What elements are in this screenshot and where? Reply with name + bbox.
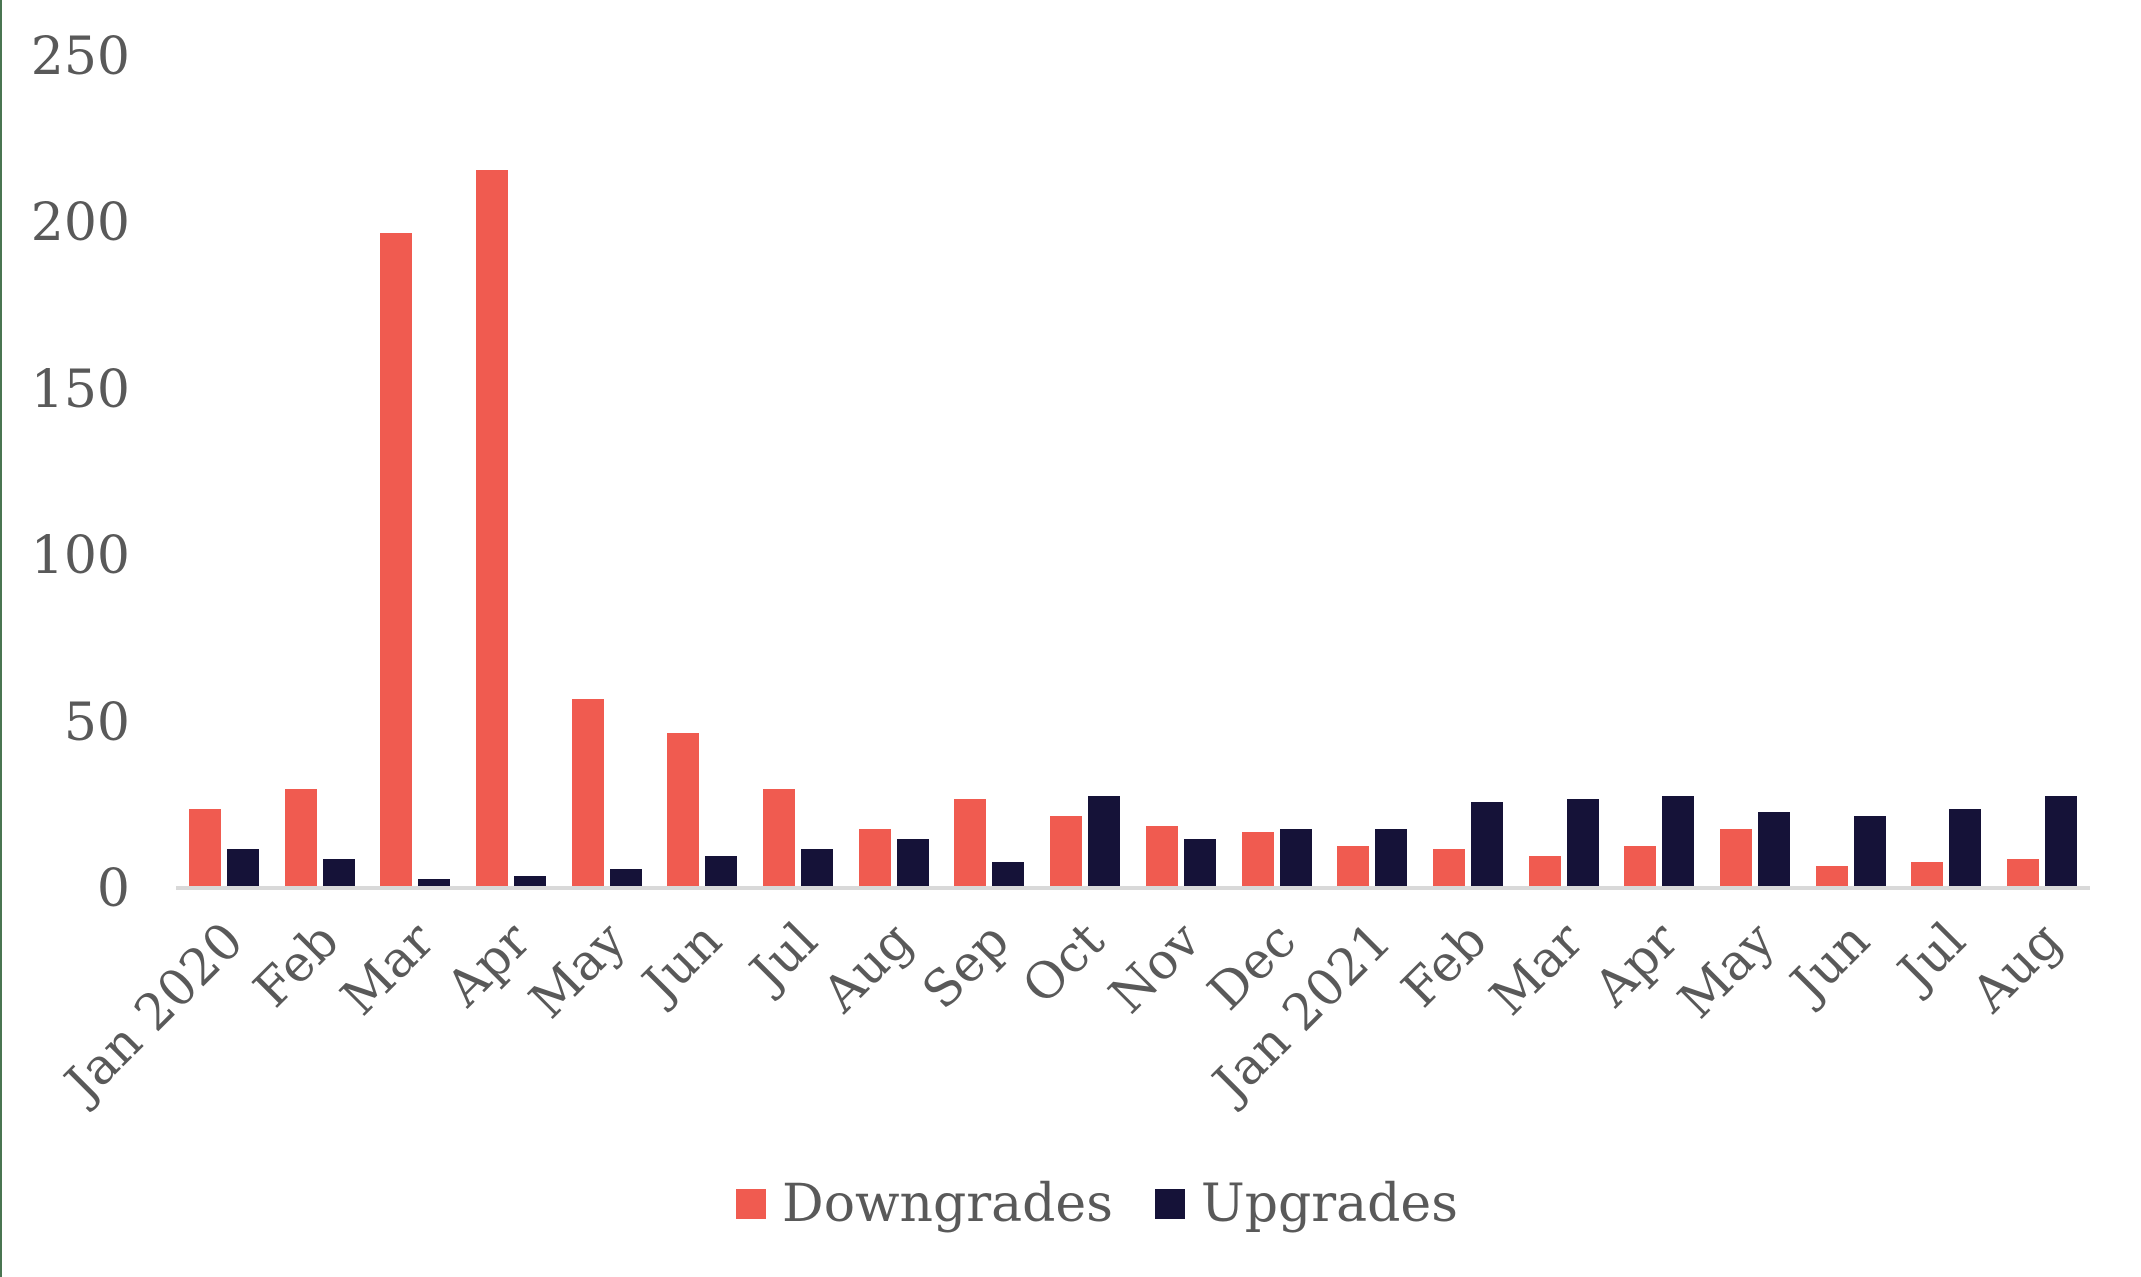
bar-upgrades-feb [323, 859, 355, 889]
x-axis-line [176, 886, 2090, 890]
x-tick-label: Aug [1960, 911, 2073, 1024]
bar-downgrades-jan-2020 [189, 809, 221, 889]
x-tick-label: Apr [435, 911, 542, 1018]
x-tick-label: May [518, 911, 637, 1030]
y-tick-label: 100 [30, 526, 130, 587]
bar-upgrades-aug [897, 839, 929, 889]
left-edge-accent-line [0, 0, 2, 1277]
x-tick-label: Feb [1390, 911, 1499, 1019]
bar-downgrades-aug [859, 829, 891, 889]
x-tick-label: Jul [738, 911, 829, 1001]
bar-upgrades-aug [2045, 796, 2077, 889]
bar-upgrades-jan-2020 [227, 849, 259, 889]
x-tick-label: Jun [1780, 911, 1881, 1012]
bar-downgrades-jun [667, 733, 699, 889]
bar-upgrades-dec [1280, 829, 1312, 889]
bar-downgrades-apr [476, 170, 508, 889]
bar-upgrades-apr [1662, 796, 1694, 889]
x-tick-label: Mar [1478, 911, 1594, 1027]
bar-downgrades-sep [954, 799, 986, 889]
legend-label-upgrades: Upgrades [1200, 1174, 1458, 1234]
legend-item-downgrades: Downgrades [736, 1178, 1113, 1230]
y-tick-label: 0 [96, 859, 130, 919]
y-tick-label: 150 [30, 359, 130, 420]
y-tick-label: 250 [30, 27, 130, 87]
bar-downgrades-jul [763, 789, 795, 889]
x-tick-label: Sep [910, 911, 1020, 1020]
bar-upgrades-jun [1854, 816, 1886, 889]
bar-downgrades-feb [285, 789, 317, 889]
x-tick-label: Jan 2020 [53, 911, 255, 1112]
bar-downgrades-jun [1816, 866, 1848, 889]
bar-upgrades-jul [801, 849, 833, 889]
x-tick-label: Jul [1887, 911, 1977, 1001]
x-tick-label: Mar [330, 911, 446, 1027]
bar-downgrades-mar [380, 233, 412, 889]
bar-upgrades-nov [1184, 839, 1216, 889]
legend-item-upgrades: Upgrades [1154, 1174, 1458, 1234]
bar-downgrades-may [572, 699, 604, 889]
downgrades-swatch-icon [736, 1189, 766, 1219]
bar-downgrades-jul [1911, 862, 1943, 889]
x-tick-label: Apr [1583, 911, 1690, 1018]
bar-downgrades-aug [2007, 859, 2039, 889]
bar-downgrades-feb [1433, 849, 1465, 889]
bar-upgrades-jun [705, 856, 737, 889]
bar-downgrades-nov [1146, 826, 1178, 889]
x-tick-label: Jun [631, 911, 733, 1012]
legend: Downgrades Upgrades [736, 1178, 1458, 1230]
bar-upgrades-feb [1471, 802, 1503, 889]
x-tick-label: May [1666, 911, 1786, 1030]
bar-upgrades-sep [992, 862, 1024, 889]
bar-upgrades-mar [418, 879, 450, 889]
x-tick-label: Aug [811, 911, 924, 1024]
y-tick-label: 50 [63, 692, 130, 753]
bar-downgrades-may [1720, 829, 1752, 889]
x-tick-label: Nov [1097, 911, 1212, 1025]
legend-label-downgrades: Downgrades [782, 1174, 1113, 1234]
bar-downgrades-mar [1529, 856, 1561, 889]
bar-downgrades-dec [1242, 832, 1274, 889]
bar-upgrades-oct [1088, 796, 1120, 889]
bar-downgrades-jan-2021 [1337, 846, 1369, 889]
upgrades-swatch-icon [1154, 1189, 1185, 1219]
bar-upgrades-jan-2021 [1375, 829, 1407, 889]
bar-downgrades-apr [1624, 846, 1656, 889]
bar-upgrades-jul [1949, 809, 1981, 889]
bar-upgrades-may [610, 869, 642, 889]
bar-upgrades-may [1758, 812, 1790, 889]
bar-upgrades-mar [1567, 799, 1599, 889]
x-tick-label: Feb [242, 911, 350, 1019]
x-tick-label: Oct [1011, 911, 1116, 1016]
y-tick-label: 200 [30, 193, 130, 254]
bar-downgrades-oct [1050, 816, 1082, 889]
bar-upgrades-apr [514, 876, 546, 889]
